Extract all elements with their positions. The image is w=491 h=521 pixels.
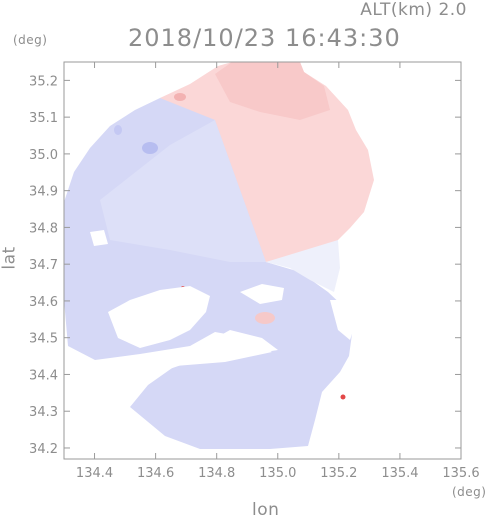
y-tick-label: 34.2: [29, 442, 58, 457]
radar-field: [64, 62, 374, 449]
altitude-label: ALT(km) 2.0: [360, 0, 467, 20]
no-echo-area: [330, 300, 356, 340]
velocity-patch: [174, 93, 186, 101]
y-tick-label: 34.4: [29, 368, 58, 383]
no-echo-area: [240, 284, 284, 304]
neutral-echo-band: [266, 240, 340, 292]
receding-echo-strong: [215, 62, 330, 120]
y-tick-label: 34.6: [29, 295, 58, 310]
y-tick-label: 35.1: [29, 111, 58, 126]
no-echo-area: [108, 286, 210, 348]
velocity-patch: [340, 394, 346, 400]
x-tick-label: 135.6: [442, 466, 479, 481]
velocity-patch: [114, 125, 122, 135]
y-tick-label: 35.0: [29, 148, 58, 163]
x-tick-label: 135.2: [320, 466, 357, 481]
y-tick-label: 34.9: [29, 185, 58, 200]
velocity-patch: [255, 312, 275, 324]
x-axis-unit: (deg): [452, 485, 487, 499]
x-tick-label: 134.8: [198, 466, 235, 481]
x-tick-label: 135.0: [259, 466, 296, 481]
x-tick-label: 134.4: [76, 466, 113, 481]
y-tick-label: 34.3: [29, 405, 58, 420]
no-echo-area: [90, 230, 108, 246]
x-tick-label: 135.4: [381, 466, 418, 481]
no-echo-area: [155, 330, 278, 374]
y-axis-unit: (deg): [13, 33, 48, 47]
x-axis-ticks: 134.4 134.6 134.8 135.0 135.2 135.4 135.6: [76, 62, 480, 481]
y-tick-label: 35.2: [29, 74, 58, 89]
timestamp-title: 2018/10/23 16:43:30: [128, 24, 401, 52]
approaching-echo-light: [100, 120, 266, 262]
y-tick-label: 34.5: [29, 332, 58, 347]
x-tick-label: 134.6: [137, 466, 174, 481]
y-tick-label: 34.7: [29, 258, 58, 273]
y-tick-label: 34.8: [29, 221, 58, 236]
plot-frame: [63, 61, 462, 460]
y-axis-ticks: 34.2 34.3 34.4 34.5 34.6 34.7 34.8 34.9 35.0 35.1…: [29, 74, 461, 457]
x-axis-label: lon: [252, 500, 280, 520]
velocity-patch: [142, 142, 158, 154]
